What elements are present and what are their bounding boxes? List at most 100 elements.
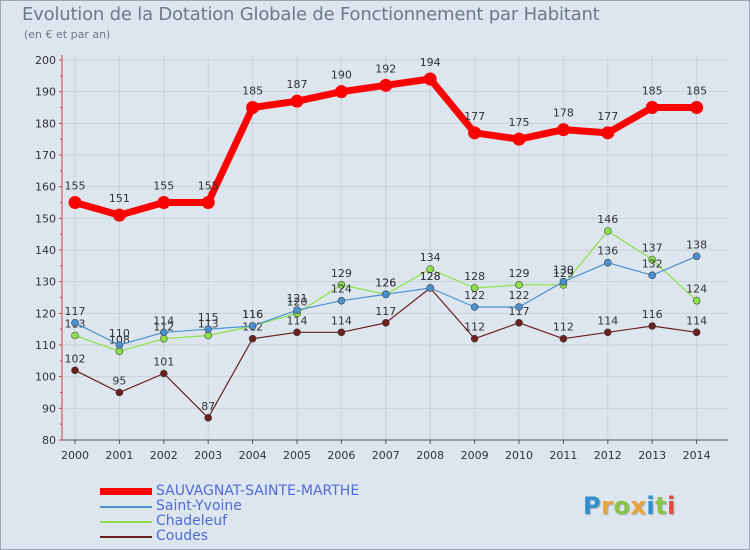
data-label-1: 117 bbox=[65, 305, 86, 318]
data-label-2: 129 bbox=[509, 267, 530, 280]
data-point-2 bbox=[71, 331, 79, 340]
data-label-3: 102 bbox=[65, 352, 86, 365]
data-point-3 bbox=[381, 319, 390, 327]
data-label-3: 116 bbox=[642, 308, 663, 321]
data-label-1: 114 bbox=[153, 314, 174, 327]
data-point-1 bbox=[204, 325, 212, 333]
y-tick-label: 160 bbox=[35, 181, 56, 194]
data-label-3: 112 bbox=[553, 321, 574, 334]
data-label-1: 115 bbox=[198, 311, 219, 324]
data-point-0 bbox=[157, 196, 171, 209]
data-point-0 bbox=[68, 196, 82, 209]
data-point-0 bbox=[512, 132, 526, 146]
data-label-1: 130 bbox=[553, 264, 574, 277]
y-tick-label: 80 bbox=[42, 434, 56, 447]
data-label-2: 146 bbox=[597, 213, 618, 226]
data-point-0 bbox=[112, 208, 126, 222]
x-tick-label: 2011 bbox=[549, 449, 577, 462]
data-label-0: 155 bbox=[153, 180, 174, 193]
data-point-3 bbox=[692, 328, 701, 337]
legend-item-saint-yvoine: Saint-Yvoine bbox=[100, 499, 359, 514]
data-point-1 bbox=[603, 258, 612, 267]
data-label-3: 117 bbox=[375, 305, 396, 318]
y-tick-label: 170 bbox=[35, 149, 56, 162]
data-label-0: 175 bbox=[509, 116, 530, 129]
data-label-2: 116 bbox=[242, 308, 263, 321]
x-tick-label: 2010 bbox=[505, 449, 533, 462]
data-point-0 bbox=[601, 126, 615, 140]
data-point-1 bbox=[160, 328, 168, 337]
data-point-3 bbox=[648, 322, 657, 330]
data-point-1 bbox=[115, 341, 124, 349]
data-point-3 bbox=[515, 319, 523, 327]
data-label-3: 87 bbox=[201, 400, 215, 413]
data-label-1: 136 bbox=[597, 245, 618, 258]
y-tick-label: 110 bbox=[35, 339, 56, 352]
data-point-0 bbox=[201, 196, 215, 209]
data-point-0 bbox=[334, 85, 348, 99]
data-point-0 bbox=[645, 101, 659, 114]
y-tick-label: 180 bbox=[35, 117, 56, 130]
data-label-1: 126 bbox=[375, 276, 396, 289]
data-point-1 bbox=[648, 271, 657, 280]
data-label-1: 121 bbox=[287, 292, 308, 305]
data-label-3: 101 bbox=[153, 356, 174, 369]
data-point-2 bbox=[115, 347, 124, 356]
logo-letter: t bbox=[655, 492, 668, 520]
data-label-3: 117 bbox=[509, 305, 530, 318]
data-label-0: 178 bbox=[553, 107, 574, 120]
y-tick-label: 140 bbox=[35, 244, 56, 257]
legend-label-chadeleuf: Chadeleuf bbox=[156, 513, 228, 529]
y-tick-label: 120 bbox=[35, 307, 56, 320]
data-point-0 bbox=[690, 101, 704, 114]
data-point-3 bbox=[248, 334, 257, 343]
logo-letter: r bbox=[601, 492, 614, 520]
plot-area bbox=[62, 55, 728, 440]
data-point-0 bbox=[423, 72, 437, 86]
data-label-0: 155 bbox=[198, 180, 219, 193]
legend-item-sauvagnat: SAUVAGNAT-SAINTE-MARTHE bbox=[100, 484, 359, 499]
data-point-0 bbox=[290, 94, 304, 108]
y-tick-label: 130 bbox=[35, 276, 56, 289]
x-tick-label: 2009 bbox=[461, 449, 489, 462]
data-point-2 bbox=[426, 265, 435, 273]
x-tick-label: 2013 bbox=[638, 449, 666, 462]
data-label-0: 187 bbox=[287, 78, 308, 91]
data-label-0: 190 bbox=[331, 69, 352, 82]
data-point-3 bbox=[293, 328, 301, 337]
data-label-1: 128 bbox=[420, 270, 441, 283]
data-label-1: 132 bbox=[642, 257, 663, 270]
data-label-2: 124 bbox=[686, 283, 707, 296]
data-label-3: 128 bbox=[420, 270, 441, 283]
data-point-2 bbox=[692, 296, 701, 305]
data-point-1 bbox=[293, 306, 301, 314]
data-label-3: 114 bbox=[287, 314, 308, 327]
data-point-2 bbox=[160, 334, 168, 343]
chart-subtitle: (en € et par an) bbox=[24, 28, 111, 41]
x-tick-label: 2014 bbox=[683, 449, 711, 462]
data-point-2 bbox=[204, 331, 212, 340]
data-label-2: 120 bbox=[287, 295, 308, 308]
data-label-0: 185 bbox=[686, 85, 707, 98]
data-label-2: 112 bbox=[153, 321, 174, 334]
data-point-3 bbox=[71, 366, 79, 375]
data-point-1 bbox=[515, 303, 523, 311]
x-tick-label: 2000 bbox=[61, 449, 89, 462]
x-tick-label: 2001 bbox=[105, 449, 133, 462]
data-point-1 bbox=[381, 290, 390, 299]
data-point-1 bbox=[692, 252, 701, 261]
x-tick-label: 2007 bbox=[372, 449, 400, 462]
data-point-2 bbox=[515, 281, 523, 289]
data-point-0 bbox=[379, 78, 393, 92]
data-label-1: 138 bbox=[686, 238, 707, 251]
data-label-3: 114 bbox=[331, 314, 352, 327]
data-point-3 bbox=[115, 388, 124, 397]
data-label-3: 112 bbox=[464, 321, 485, 334]
data-point-0 bbox=[246, 101, 260, 114]
legend-label-sauvagnat: SAUVAGNAT-SAINTE-MARTHE bbox=[156, 483, 360, 499]
legend-swatch-coudes bbox=[100, 535, 152, 538]
data-point-3 bbox=[559, 334, 568, 343]
data-point-1 bbox=[248, 322, 257, 330]
x-tick-label: 2004 bbox=[239, 449, 267, 462]
x-tick-label: 2002 bbox=[150, 449, 178, 462]
